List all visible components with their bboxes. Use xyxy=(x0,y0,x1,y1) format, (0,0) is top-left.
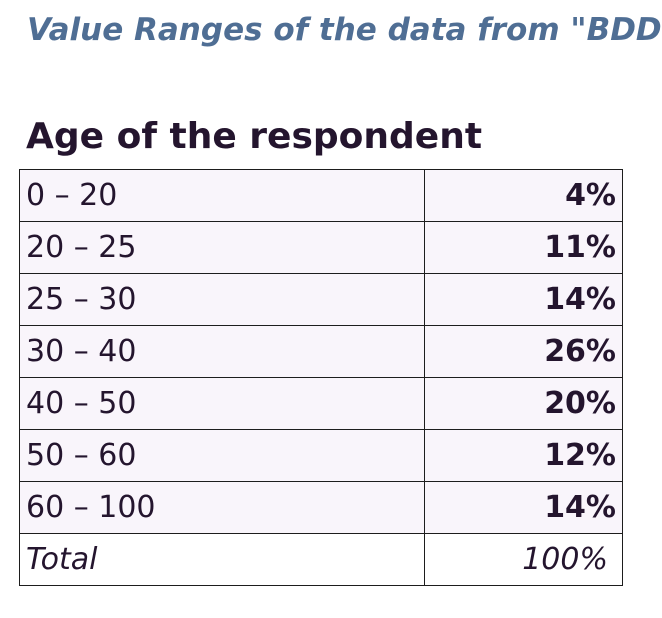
total-label: Total xyxy=(19,533,425,586)
total-percent: 100% xyxy=(424,533,623,586)
percent-cell: 12% xyxy=(424,429,623,482)
range-cell: 20 – 25 xyxy=(19,221,425,274)
age-ranges-table: 0 – 20 4% 20 – 25 11% 25 – 30 14% 30 – 4… xyxy=(19,169,623,586)
table-row: 25 – 30 14% xyxy=(19,273,623,326)
percent-cell: 20% xyxy=(424,377,623,430)
range-cell: 40 – 50 xyxy=(19,377,425,430)
table-row: 60 – 100 14% xyxy=(19,481,623,534)
table-row: 30 – 40 26% xyxy=(19,325,623,378)
section-heading: Age of the respondent xyxy=(26,116,483,157)
table-row: 40 – 50 20% xyxy=(19,377,623,430)
table-row: 20 – 25 11% xyxy=(19,221,623,274)
table-row: 50 – 60 12% xyxy=(19,429,623,482)
percent-cell: 4% xyxy=(424,169,623,222)
percent-cell: 26% xyxy=(424,325,623,378)
range-cell: 50 – 60 xyxy=(19,429,425,482)
page-title: Value Ranges of the data from "BDD" xyxy=(27,12,662,48)
range-cell: 60 – 100 xyxy=(19,481,425,534)
range-cell: 25 – 30 xyxy=(19,273,425,326)
percent-cell: 14% xyxy=(424,481,623,534)
percent-cell: 11% xyxy=(424,221,623,274)
percent-cell: 14% xyxy=(424,273,623,326)
range-cell: 30 – 40 xyxy=(19,325,425,378)
range-cell: 0 – 20 xyxy=(19,169,425,222)
table-row: 0 – 20 4% xyxy=(19,169,623,222)
total-row: Total 100% xyxy=(19,533,623,586)
